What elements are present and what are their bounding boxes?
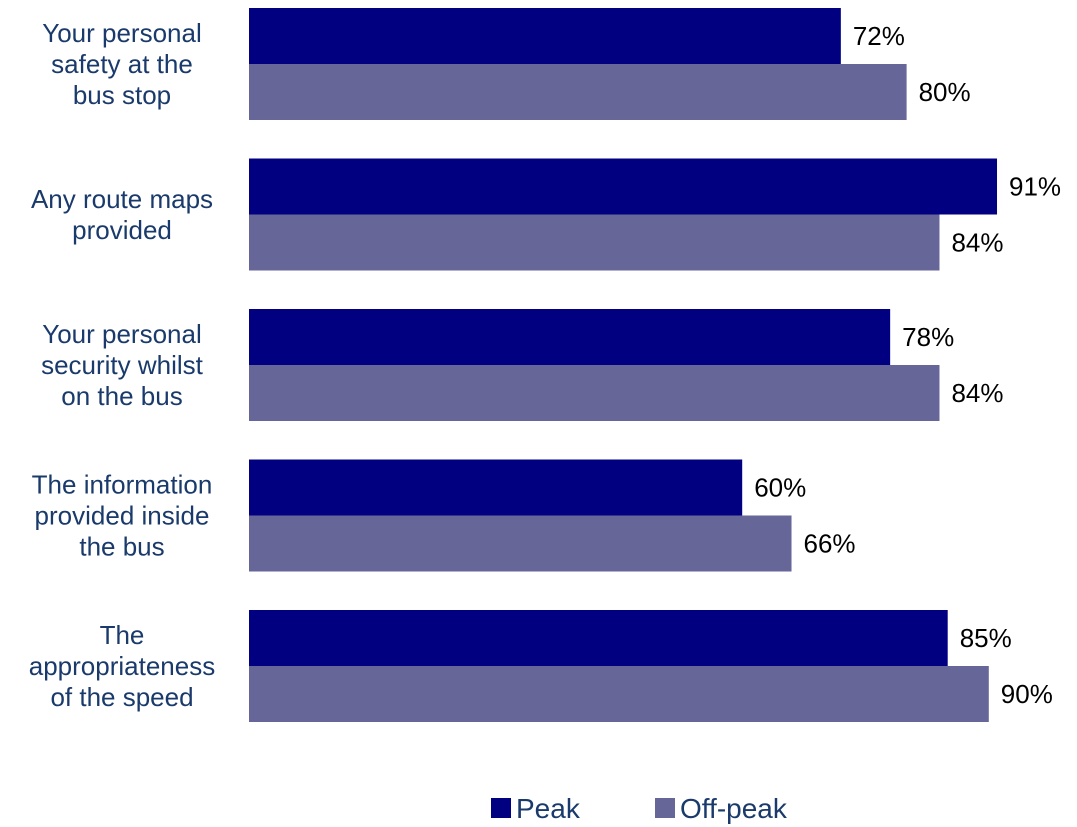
- value-label-peak-3: 78%: [902, 322, 954, 352]
- value-labels: 72%80%91%84%78%84%60%66%85%90%: [754, 21, 1061, 709]
- value-label-off-peak-4: 66%: [804, 529, 856, 559]
- legend-swatch-peak: [491, 798, 511, 818]
- legend: Peak Off-peak: [491, 793, 788, 824]
- value-label-peak-2: 91%: [1009, 172, 1061, 202]
- legend-swatch-off-peak: [655, 798, 675, 818]
- category-label-the-information-provided-inside-the-bus: The information provided inside the bus: [32, 470, 213, 562]
- category-labels: Your personal safety at the bus stop Any ro…: [29, 18, 215, 712]
- bar-peak-1: [249, 8, 841, 64]
- value-label-off-peak-1: 80%: [919, 77, 971, 107]
- category-label-the-appropriateness-of-the-speed: The appropriateness of the speed: [29, 620, 215, 712]
- bars-layer: [249, 8, 998, 722]
- bar-off-peak-4: [249, 515, 792, 572]
- value-label-off-peak-3: 84%: [951, 378, 1003, 408]
- bar-off-peak-1: [249, 64, 907, 120]
- category-label-any-route-maps-provided: Any route maps provided: [31, 184, 213, 245]
- bar-peak-3: [249, 309, 891, 365]
- bar-off-peak-2: [249, 214, 940, 271]
- value-label-peak-5: 85%: [960, 623, 1012, 653]
- category-label-your-personal-safety-at-the-bus-stop: Your personal safety at the bus stop: [42, 18, 202, 110]
- bar-peak-2: [249, 158, 998, 215]
- value-label-off-peak-5: 90%: [1001, 679, 1053, 709]
- category-label-your-personal-security-whilst-on-the-bus: Your personal security whilst on the bus: [41, 319, 204, 411]
- legend-label-off-peak: Off-peak: [680, 793, 788, 824]
- value-label-peak-4: 60%: [754, 473, 806, 503]
- value-label-off-peak-2: 84%: [951, 228, 1003, 258]
- legend-label-peak: Peak: [516, 793, 581, 824]
- bar-off-peak-3: [249, 365, 940, 421]
- value-label-peak-1: 72%: [853, 21, 905, 51]
- bar-off-peak-5: [249, 666, 989, 722]
- bar-peak-4: [249, 459, 743, 516]
- bar-peak-5: [249, 610, 948, 666]
